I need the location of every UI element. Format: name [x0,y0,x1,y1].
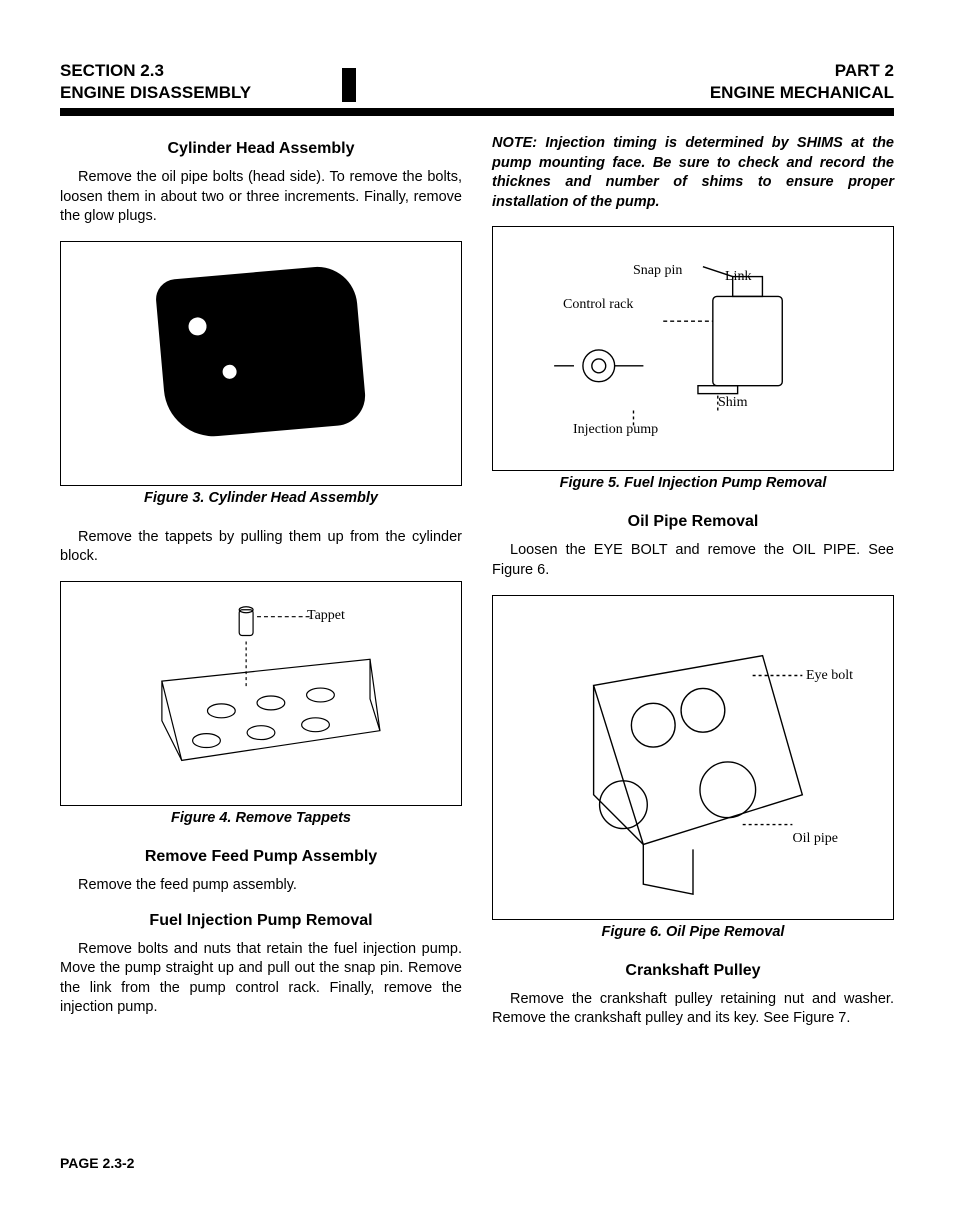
figure-6: Eye bolt Oil pipe [492,595,894,920]
figure-3 [60,241,462,486]
header-left: SECTION 2.3 ENGINE DISASSEMBLY [60,60,251,104]
figure-5-caption: Figure 5. Fuel Injection Pump Removal [492,475,894,491]
para-fuel-injection: Remove bolts and nuts that retain the fu… [60,940,462,1018]
figure-3-caption: Figure 3. Cylinder Head Assembly [60,490,462,506]
para-tappets: Remove the tappets by pulling them up fr… [60,528,462,567]
label-eye-bolt: Eye bolt [806,668,853,684]
part-number: PART 2 [710,60,894,82]
page-number: PAGE 2.3-2 [60,1155,134,1171]
heading-crankshaft: Crankshaft Pulley [492,962,894,980]
oil-pipe-diagram [493,596,893,919]
label-tappet: Tappet [307,608,345,624]
section-title: ENGINE DISASSEMBLY [60,82,251,104]
label-snap-pin: Snap pin [633,263,682,279]
heading-fuel-injection: Fuel Injection Pump Removal [60,912,462,930]
header-right: PART 2 ENGINE MECHANICAL [710,60,894,104]
label-oil-pipe: Oil pipe [793,831,839,847]
engine-illustration [154,263,367,440]
header-marker [342,68,356,102]
note-injection-timing: NOTE: Injection timing is determined by … [492,134,894,212]
content-columns: Cylinder Head Assembly Remove the oil pi… [60,134,894,1043]
figure-6-caption: Figure 6. Oil Pipe Removal [492,924,894,940]
figure-4: Tappet [60,581,462,806]
heading-feed-pump: Remove Feed Pump Assembly [60,848,462,866]
heading-cylinder-head: Cylinder Head Assembly [60,140,462,158]
label-shim: Shim [718,395,748,411]
section-number: SECTION 2.3 [60,60,251,82]
header-rule [60,108,894,116]
pump-diagram [493,227,893,470]
label-injection-pump: Injection pump [573,422,658,438]
figure-4-caption: Figure 4. Remove Tappets [60,810,462,826]
label-control-rack: Control rack [563,297,633,313]
tappet-diagram [61,582,461,805]
para-crankshaft: Remove the crankshaft pulley retaining n… [492,990,894,1029]
para-feed-pump: Remove the feed pump assembly. [60,876,462,896]
figure-5: Snap pin Link Control rack Shim Injectio… [492,226,894,471]
right-column: NOTE: Injection timing is determined by … [492,134,894,1043]
part-title: ENGINE MECHANICAL [710,82,894,104]
page-header: SECTION 2.3 ENGINE DISASSEMBLY PART 2 EN… [60,60,894,104]
heading-oil-pipe: Oil Pipe Removal [492,513,894,531]
para-cylinder-head: Remove the oil pipe bolts (head side). T… [60,168,462,227]
left-column: Cylinder Head Assembly Remove the oil pi… [60,134,462,1043]
para-oil-pipe: Loosen the EYE BOLT and remove the OIL P… [492,541,894,580]
label-link: Link [725,269,751,285]
